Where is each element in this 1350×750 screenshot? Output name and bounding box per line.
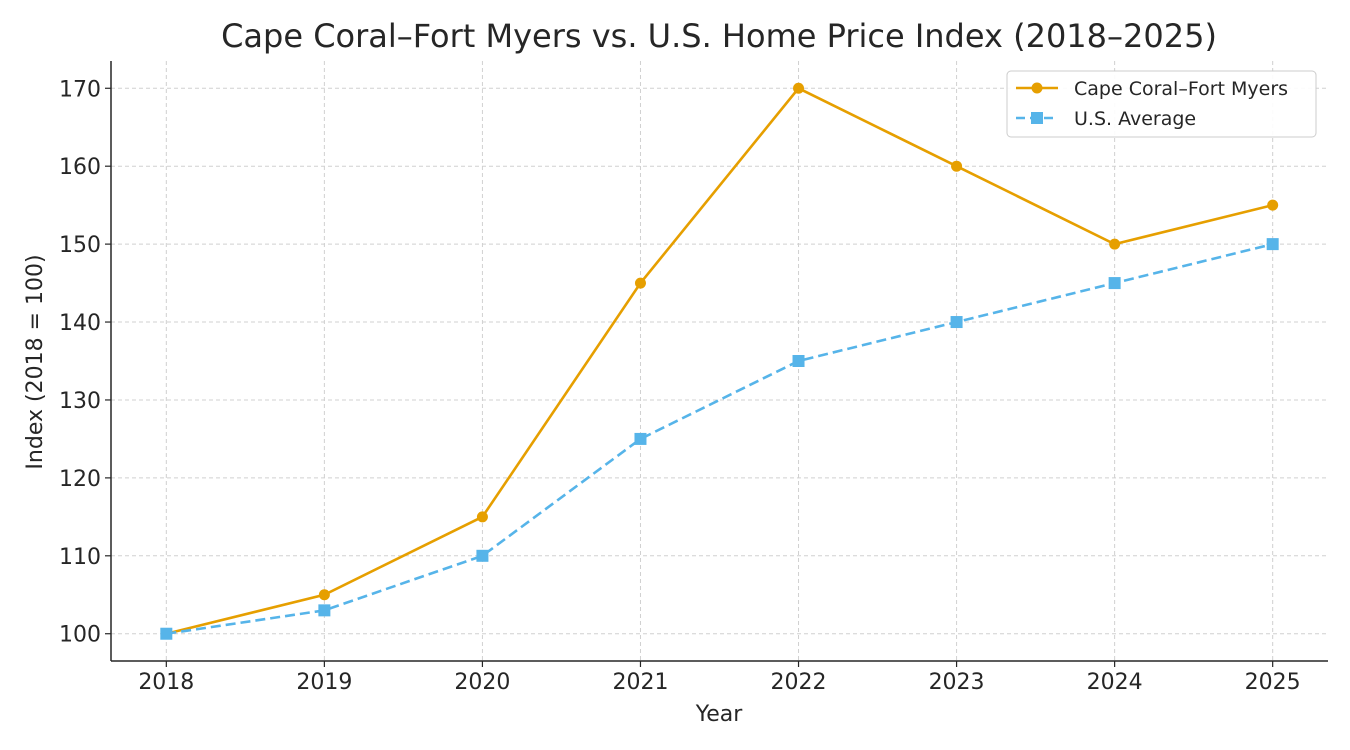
y-tick-label: 110 [59,545,101,570]
data-point [634,432,647,445]
legend-marker [1031,112,1043,124]
y-tick-label: 130 [59,389,101,414]
y-tick-label: 170 [59,77,101,102]
data-point [1267,199,1279,211]
data-point [634,277,646,289]
y-tick-label: 160 [59,155,101,180]
y-axis-label: Index (2018 = 100) [23,254,48,469]
legend: Cape Coral–Fort Myers U.S. Average [1006,70,1317,138]
series-line-0 [166,86,1273,635]
data-point [1109,238,1121,250]
legend-label: U.S. Average [1074,108,1196,130]
data-point [318,604,331,617]
y-tick-label: 100 [59,623,101,648]
data-point [950,316,963,329]
data-point [951,160,963,172]
chart-title: Cape Coral–Fort Myers vs. U.S. Home Pric… [221,17,1217,55]
x-tick-label: 2019 [296,670,352,695]
x-tick-label: 2020 [454,670,510,695]
data-point [1266,238,1279,251]
data-point [318,589,330,601]
x-tick-label: 2024 [1087,670,1143,695]
x-tick-label: 2021 [612,670,668,695]
y-tick-label: 120 [59,467,101,492]
y-tick-label: 140 [59,311,101,336]
y-tick-label: 150 [59,233,101,258]
data-point [1108,277,1121,290]
x-tick-label: 2022 [771,670,827,695]
data-point [792,355,805,367]
series-line-1 [166,242,1273,636]
x-tick-label: 2025 [1245,670,1301,695]
legend-marker [1031,82,1043,94]
legend-label: Cape Coral–Fort Myers [1074,78,1288,100]
data-point [476,511,488,523]
data-point [160,627,173,640]
data-point [793,82,805,94]
data-point [476,549,489,562]
legend-box [1006,70,1317,138]
x-axis-label: Year [695,702,744,727]
x-tick-label: 2023 [929,670,985,695]
x-tick-label: 2018 [138,670,194,695]
